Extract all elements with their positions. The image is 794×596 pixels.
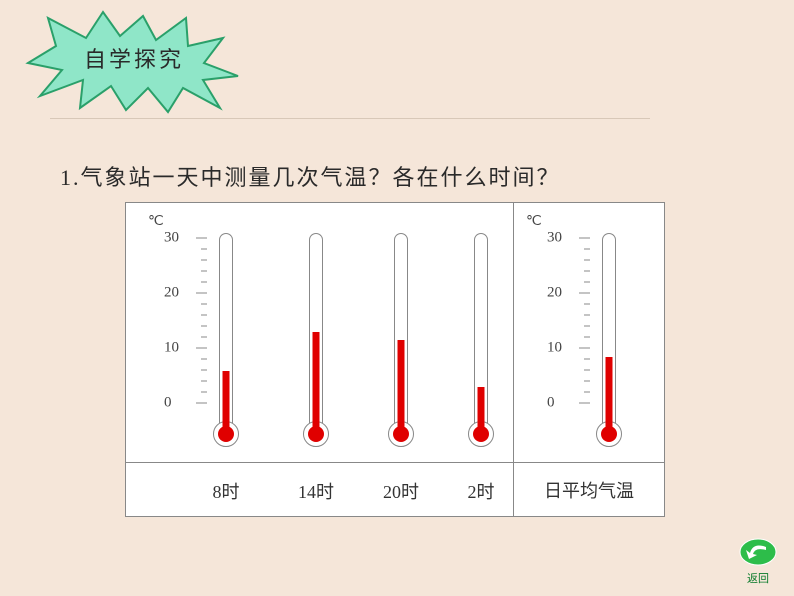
chart-left-panel: ℃ 0 10 20 30 — [126, 203, 514, 463]
thermometer — [388, 233, 414, 447]
question-text: 1.气象站一天中测量几次气温？各在什么时间？ — [60, 160, 561, 192]
time-label: 8时 — [213, 478, 240, 504]
time-labels: 8时 14时 20时 2时 — [126, 463, 514, 517]
average-label: 日平均气温 — [514, 463, 664, 517]
unit-label: ℃ — [148, 213, 164, 230]
thermometer-chart: ℃ 0 10 20 30 ℃ 0 10 20 30 8时 14时 20时 2时 日平均气温 — [125, 202, 665, 517]
unit-label: ℃ — [526, 213, 542, 230]
chart-right-panel: ℃ 0 10 20 30 — [514, 203, 664, 463]
scale-tick-label: 0 — [547, 395, 555, 412]
return-button[interactable]: 返回 — [736, 537, 780, 586]
scale-tick-label: 10 — [547, 340, 562, 357]
time-label: 14时 — [298, 478, 334, 504]
chart-labels-row: 8时 14时 20时 2时 日平均气温 — [126, 463, 664, 517]
thermometer — [213, 233, 239, 447]
time-label: 2时 — [468, 478, 495, 504]
return-label: 返回 — [736, 570, 780, 586]
time-label: 20时 — [383, 478, 419, 504]
return-arrow-icon — [739, 537, 777, 567]
thermometer — [596, 233, 622, 447]
scale-tick-label: 20 — [547, 285, 562, 302]
scale-tick-label: 0 — [164, 395, 172, 412]
scale-tick-label: 10 — [164, 340, 179, 357]
thermometer — [468, 233, 494, 447]
scale-tick-label: 30 — [547, 230, 562, 247]
badge-label: 自学探究 — [84, 42, 184, 74]
scale-tick-label: 20 — [164, 285, 179, 302]
scale-tick-label: 30 — [164, 230, 179, 247]
divider — [50, 118, 650, 119]
thermometer — [303, 233, 329, 447]
